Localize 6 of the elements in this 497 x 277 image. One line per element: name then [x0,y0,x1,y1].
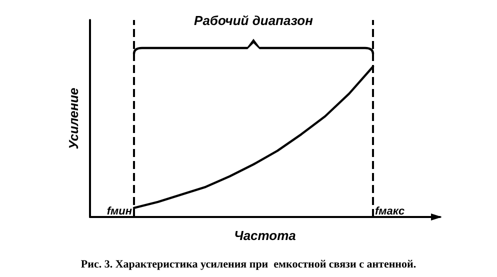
y-axis-title: Усиление [66,88,81,150]
text: fмакс [375,206,405,218]
x-axis-title: Частота [234,228,296,243]
text: fмин [106,206,132,218]
text: Рис. 3. Характеристика усиления при емкостной связи с антенной. [80,258,416,270]
chart-title: Рабочий диапазон [194,13,314,28]
